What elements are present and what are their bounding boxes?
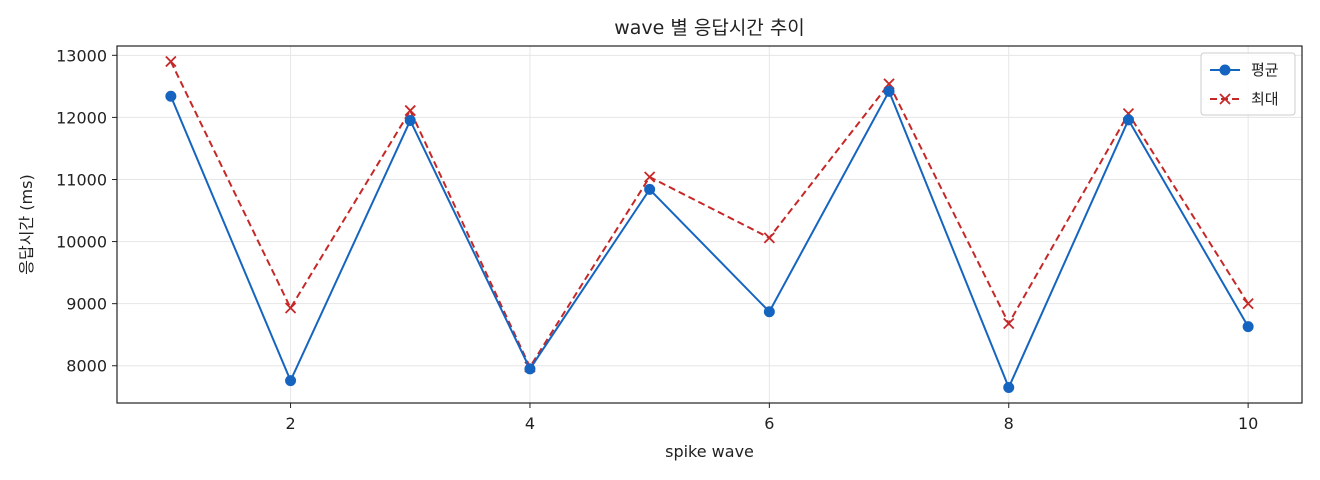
data-point-mean [524,363,536,375]
data-point-max-stroke-b [284,302,297,314]
series-line-mean [169,88,1250,391]
data-point-mean [883,85,895,97]
data-point-max-stroke-b [644,171,656,183]
legend-marker-max [1219,93,1231,105]
data-point-max-stroke-b [1003,317,1015,330]
data-point-mean [1003,381,1015,393]
ticks-layer: 2 4 6 8 10 8000 9000 10000 11000 12000 13000 [56,46,1258,433]
data-point-max-stroke-b [404,104,416,117]
x-axis-label: spike wave [665,442,754,461]
data-point-max-stroke-b [1242,298,1254,310]
legend-box [1200,52,1296,116]
x-tick-label: 2 [285,414,295,433]
series-line-max [169,61,1249,370]
data-point-max-stroke-b [763,232,775,244]
grid-layer [117,46,1302,403]
data-point-max [404,104,416,117]
x-tick-label: 4 [525,414,535,433]
x-tick-label: 10 [1238,414,1258,433]
legend-marker-mean [1219,64,1231,76]
y-tick-label: 10000 [56,233,107,252]
data-point-mean [763,306,775,318]
data-point-max [165,55,177,68]
legend-label-max: 최대 [1251,90,1279,108]
data-point-mean [1122,114,1134,126]
y-tick-label: 11000 [56,170,107,189]
data-point-mean [644,183,656,195]
data-point-max [1003,317,1015,330]
y-tick-label: 9000 [66,295,107,314]
y-tick-label: 8000 [66,357,107,376]
data-point-mean [1242,321,1254,333]
series-max [165,55,1254,373]
chart-title: wave 별 응답시간 추이 [614,17,805,39]
x-tick-label: 6 [764,414,774,433]
series-layer [165,55,1254,393]
data-point-mean [285,375,297,387]
data-point-max-stroke-b [165,55,177,68]
y-axis-label: 응답시간 (ms) [17,174,36,274]
data-point-max [763,232,775,244]
series-mean [165,85,1254,393]
data-point-max [644,171,656,183]
legend-marker-max-stroke-b [1219,93,1231,105]
data-point-mean [404,115,416,127]
data-point-max [1242,298,1254,310]
legend-label-mean: 평균 [1251,61,1279,79]
x-tick-label: 8 [1004,414,1014,433]
data-point-max [284,302,297,314]
data-point-mean [165,90,177,102]
y-tick-label: 13000 [56,46,107,65]
plot-frame [116,45,1303,404]
y-tick-label: 12000 [56,108,107,127]
